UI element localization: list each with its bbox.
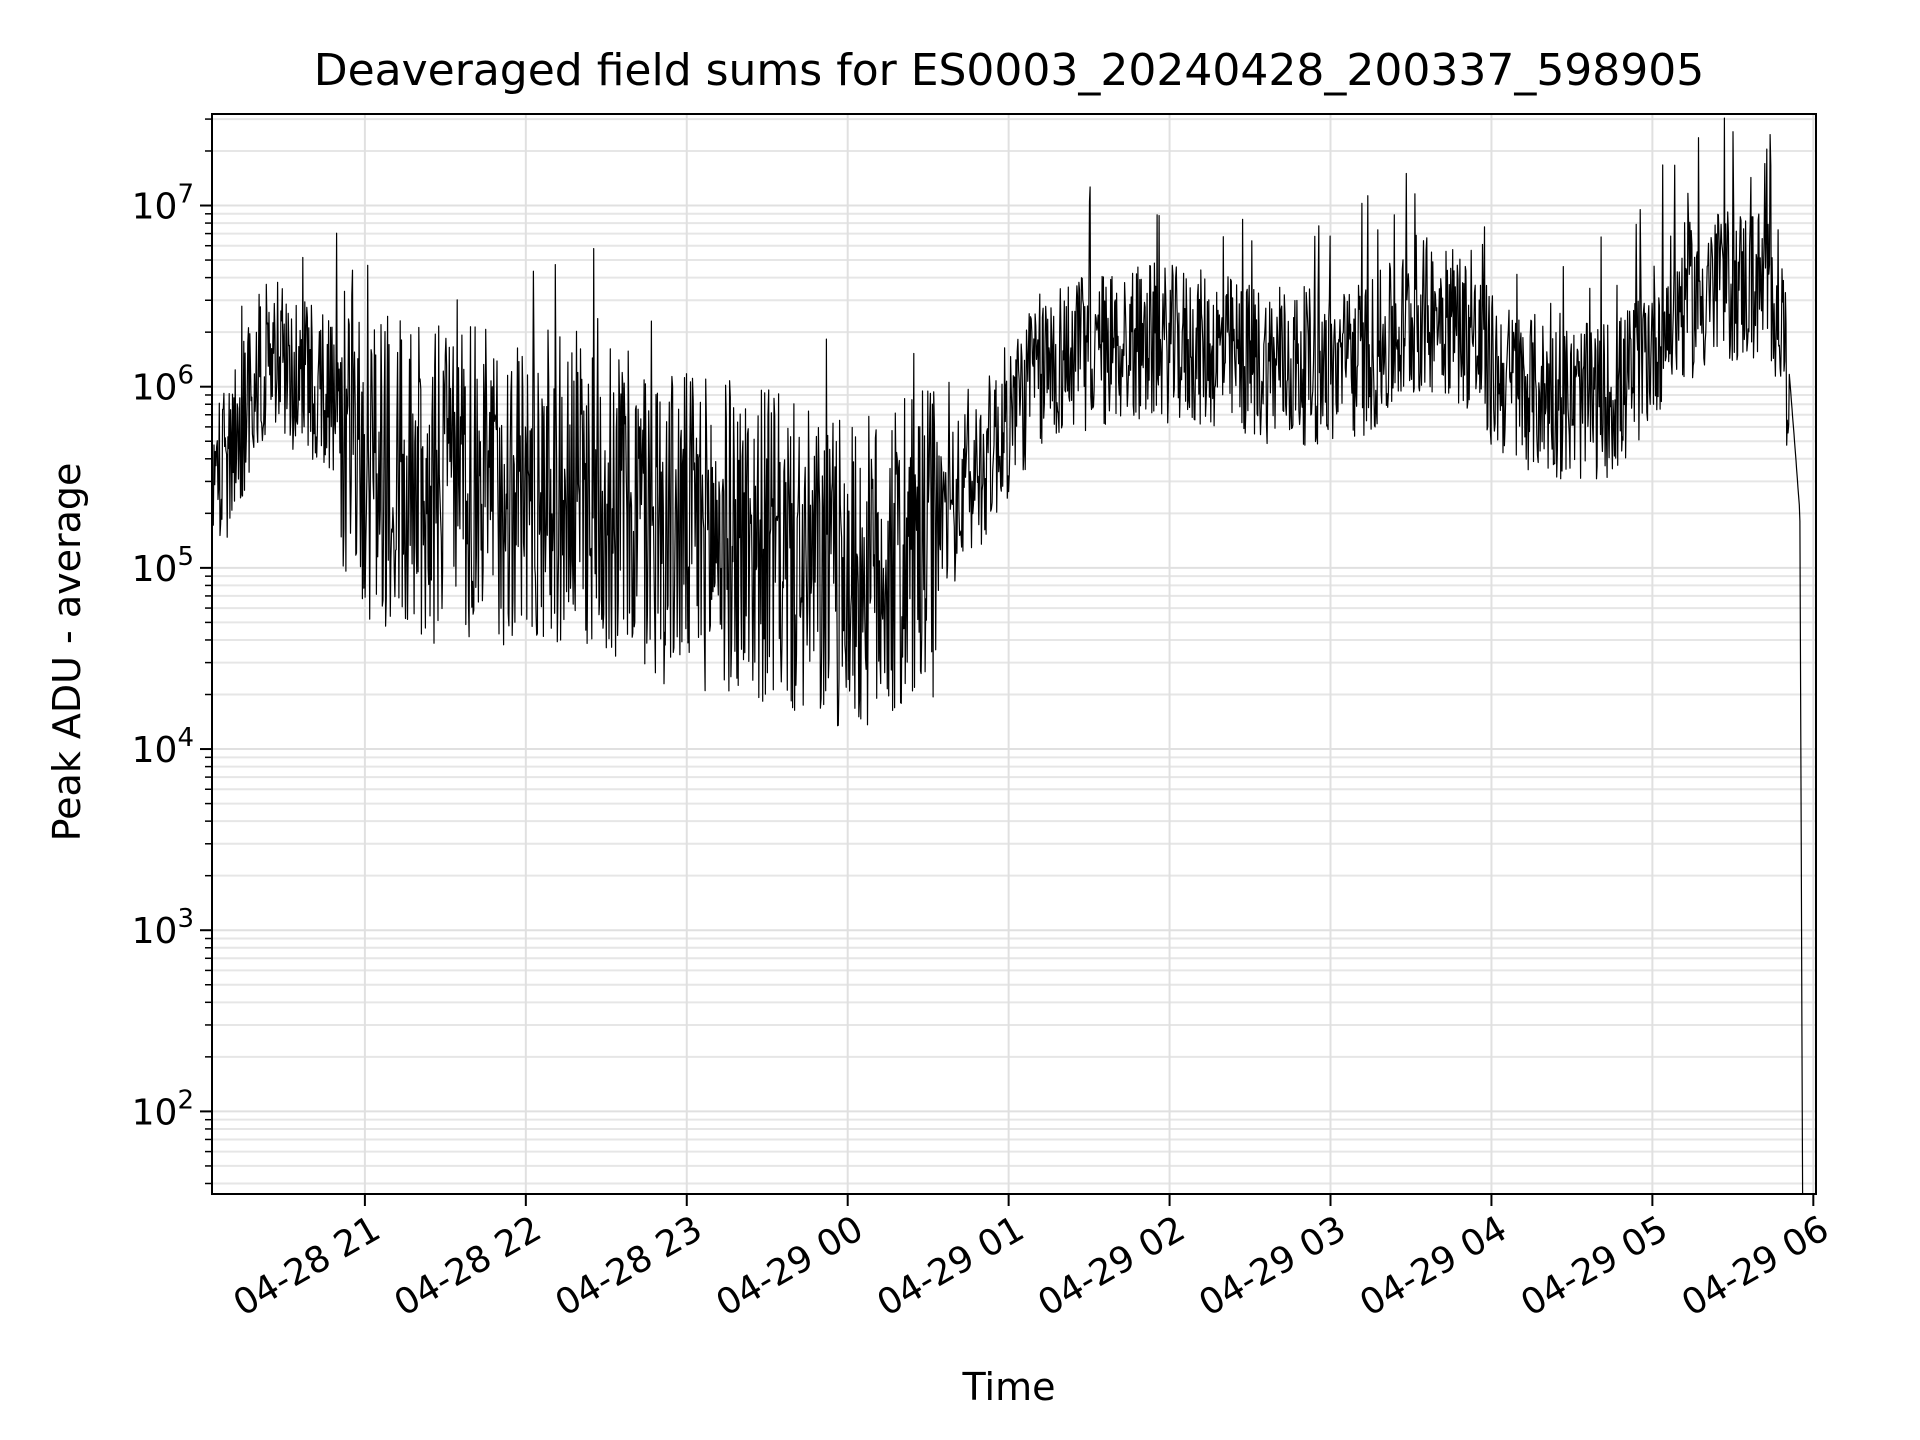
data-point [332, 379, 333, 380]
data-point [1089, 336, 1090, 337]
data-point [1794, 441, 1795, 442]
y-tick-label: 105 [132, 542, 194, 590]
data-point [1518, 372, 1519, 373]
data-point [901, 535, 902, 536]
data-point [351, 394, 352, 395]
series-layer [211, 117, 1804, 1195]
data-point [552, 456, 553, 457]
data-point [847, 547, 848, 548]
y-tick-label: 102 [132, 1085, 194, 1133]
y-tick-label: 103 [132, 904, 194, 952]
data-point [1196, 332, 1197, 333]
data-point [418, 449, 419, 450]
data-point [230, 441, 231, 442]
data-point [1652, 324, 1653, 325]
data-point [300, 360, 301, 361]
data-point [1705, 277, 1706, 278]
data-point [1545, 379, 1546, 380]
data-point [659, 492, 660, 493]
data-point [1330, 354, 1331, 355]
data-point [794, 530, 795, 531]
data-point [316, 366, 317, 367]
data-point [1437, 295, 1438, 296]
data-point [1035, 360, 1036, 361]
data-point [1142, 324, 1143, 325]
chart-title: Deaveraged field sums for ES0003_2024042… [314, 45, 1705, 96]
data-point [364, 426, 365, 427]
data-point [270, 332, 271, 333]
x-axis-label: Time [962, 1365, 1056, 1409]
data-point [1062, 340, 1063, 341]
y-axis: 102 103 104 105 106 107 [132, 118, 212, 1185]
data-point [1789, 372, 1790, 373]
data-point [1759, 268, 1760, 269]
data-point [981, 449, 982, 450]
data-point [1625, 372, 1626, 373]
data-point [579, 458, 580, 459]
data-point [820, 541, 821, 542]
data-point [633, 481, 634, 482]
series-line [211, 117, 1804, 1195]
data-point [954, 486, 955, 487]
data-point [1303, 349, 1304, 350]
data-point [1679, 288, 1680, 289]
y-tick-label: 106 [132, 361, 194, 409]
data-point [767, 513, 768, 514]
data-point [1249, 344, 1250, 345]
data-point [928, 513, 929, 514]
data-point [1598, 386, 1599, 387]
data-point [472, 453, 473, 454]
data-point [445, 454, 446, 455]
data-point [1732, 268, 1733, 269]
data-point [391, 441, 392, 442]
data-point [1491, 354, 1492, 355]
data-point [606, 462, 607, 463]
plot-frame [211, 113, 1817, 1195]
y-axis-label: Peak ADU - average [45, 463, 89, 842]
data-point [498, 456, 499, 457]
data-point [1008, 404, 1009, 405]
data-point [284, 349, 285, 350]
data-point [713, 502, 714, 503]
data-point [1223, 336, 1224, 337]
data-point [1276, 349, 1277, 350]
data-point [686, 495, 687, 496]
data-point [1799, 513, 1800, 514]
data-point [1115, 332, 1116, 333]
data-point [1384, 332, 1385, 333]
data-point [252, 372, 253, 373]
data-point [1571, 386, 1572, 387]
data-point [1410, 305, 1411, 306]
data-point [1781, 300, 1782, 301]
data-point [1773, 277, 1774, 278]
y-tick-label: 104 [132, 723, 194, 771]
data-point [740, 505, 741, 506]
data-point [525, 454, 526, 455]
data-point [874, 541, 875, 542]
data-point [1357, 344, 1358, 345]
data-point [1169, 328, 1170, 329]
y-tick-label: 107 [132, 180, 194, 228]
data-point [1464, 311, 1465, 312]
